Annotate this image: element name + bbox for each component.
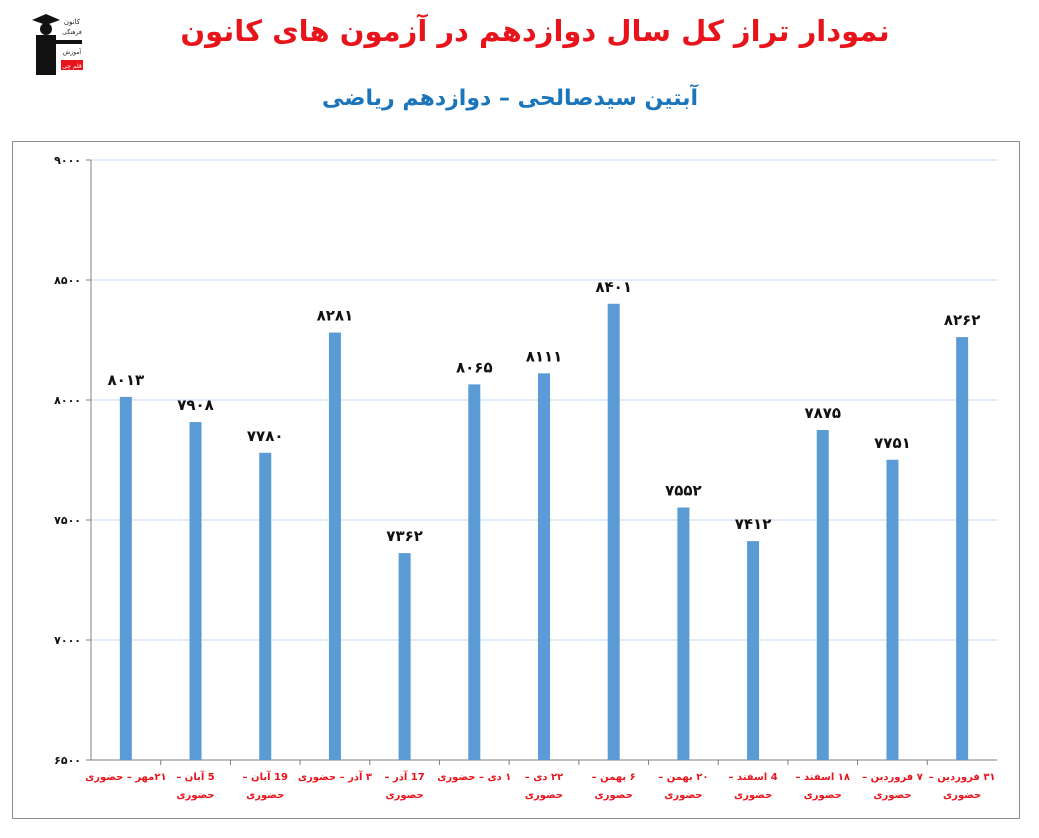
data-label: ۸۰۱۳ <box>108 371 145 389</box>
logo-line-1: کانون <box>64 18 81 26</box>
x-tick-label: حضوری <box>525 790 563 801</box>
x-tick-label: ۶ بهمن – <box>592 772 636 783</box>
logo-badge-text: قلم چی <box>62 63 82 70</box>
x-tick-label: حضوری <box>804 790 842 801</box>
data-label: ۷۸۷۵ <box>804 404 841 422</box>
data-label: ۷۹۰۸ <box>177 396 214 414</box>
data-label: ۸۰۶۵ <box>456 358 493 376</box>
x-tick-label: 4 اسفند – <box>728 772 777 783</box>
x-tick-label: 5 آبان – <box>176 770 214 783</box>
bar <box>259 452 272 760</box>
bar <box>747 541 760 760</box>
bar <box>956 337 969 760</box>
y-tick-label: ۷۵۰۰ <box>54 514 81 527</box>
chart-title: نمودار تراز کل سال دوازدهم در آزمون های … <box>180 14 890 48</box>
bar <box>538 373 550 760</box>
data-label: ۸۴۰۱ <box>595 278 632 296</box>
x-tick-label: ۳۱ فروردین – <box>929 772 996 783</box>
data-label: ۸۱۱۱ <box>526 347 563 365</box>
x-tick-label: حضوری <box>385 790 423 801</box>
x-tick-label: حضوری <box>595 790 633 801</box>
x-tick-label: ۲۱مهر – حضوری <box>85 772 166 783</box>
chart-frame <box>12 141 1020 819</box>
x-tick-label: ۷ فروردین – <box>862 772 923 783</box>
x-tick-label: حضوری <box>664 790 702 801</box>
kanoon-logo: کانون فرهنگی آموزش قلم چی <box>32 14 83 75</box>
data-label: ۷۷۸۰ <box>247 427 284 445</box>
data-label: ۸۲۸۱ <box>317 307 354 325</box>
data-label: ۷۷۵۱ <box>874 434 911 452</box>
y-tick-label: ۹۰۰۰ <box>54 154 81 167</box>
logo-badge <box>61 60 83 70</box>
x-tick-label: ۱۸ اسفند – <box>796 772 851 783</box>
bar <box>816 430 829 760</box>
x-tick-label: حضوری <box>734 790 772 801</box>
bar <box>607 303 620 760</box>
x-tick-label: 19 آبان – <box>243 770 288 783</box>
x-tick-label: حضوری <box>943 790 981 801</box>
data-label: ۷۳۶۲ <box>386 527 423 545</box>
chart-subtitle: آبتین سیدصالحی – دوازدهم ریاضی <box>321 86 699 111</box>
x-tick-label: ۲۲ دی – <box>525 772 563 783</box>
y-tick-label: ۶۵۰۰ <box>54 754 81 767</box>
bar <box>677 507 690 760</box>
bar <box>328 332 341 760</box>
x-tick-label: ۱ دی – حضوری <box>437 772 511 783</box>
y-tick-label: ۸۰۰۰ <box>54 394 81 407</box>
bar <box>468 384 481 760</box>
bar <box>398 553 411 760</box>
x-tick-label: ۳ آذر – حضوری <box>298 770 372 783</box>
bar <box>886 459 899 760</box>
logo-line-3: آموزش <box>63 47 82 56</box>
x-tick-label: حضوری <box>246 790 284 801</box>
x-tick-label: حضوری <box>176 790 214 801</box>
x-tick-label: ۲۰ بهمن – <box>658 772 708 783</box>
graduate-figure-icon <box>32 14 82 75</box>
y-tick-label: ۷۰۰۰ <box>54 634 81 647</box>
y-tick-label: ۸۵۰۰ <box>54 274 81 287</box>
data-label: ۷۵۵۲ <box>665 482 702 500</box>
x-tick-label: حضوری <box>873 790 911 801</box>
bar <box>189 422 202 760</box>
data-label: ۷۴۱۲ <box>735 515 772 533</box>
x-tick-label: 17 آذر – <box>385 770 425 783</box>
data-label: ۸۲۶۲ <box>944 311 981 329</box>
logo-line-2: فرهنگی <box>62 28 82 36</box>
bar <box>119 396 132 760</box>
